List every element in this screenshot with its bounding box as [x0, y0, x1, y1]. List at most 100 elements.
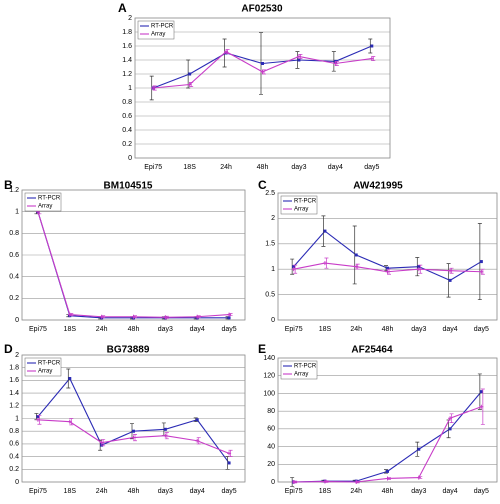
marker [68, 376, 72, 380]
marker [479, 404, 484, 409]
panel-label: D [4, 342, 13, 356]
marker [448, 268, 453, 273]
error-bar [331, 51, 336, 72]
error-bar [66, 368, 71, 389]
y-tick-label: 1 [15, 209, 19, 216]
x-tick-label: day5 [364, 164, 379, 171]
x-tick-label: 24h [350, 326, 362, 333]
marker [385, 269, 390, 274]
marker [354, 264, 359, 269]
x-tick-label: day3 [411, 326, 426, 333]
marker [67, 312, 72, 317]
marker [260, 69, 265, 74]
y-tick-label: 0.5 [265, 291, 275, 298]
marker [131, 314, 136, 319]
x-tick-label: day4 [190, 326, 205, 333]
legend-label: RT-PCR [38, 196, 61, 202]
x-tick-label: day4 [442, 326, 457, 333]
x-tick-label: day5 [474, 326, 489, 333]
y-tick-label: 1.2 [9, 403, 19, 410]
marker [448, 416, 453, 421]
y-tick-label: 1.4 [122, 57, 132, 64]
legend: RT-PCR Array [137, 20, 175, 40]
marker [35, 417, 40, 422]
error-bar [193, 417, 198, 423]
legend-label: RT-PCR [294, 364, 317, 370]
x-tick-label: 18S [319, 326, 332, 333]
marker [386, 266, 389, 270]
marker [291, 267, 296, 272]
legend: RT-PCR Array [24, 357, 62, 377]
y-tick-label: 1.2 [122, 71, 132, 78]
x-tick-label: 48h [382, 326, 394, 333]
error-bar [446, 263, 451, 298]
y-tick-label: 1.2 [9, 187, 19, 194]
x-tick-label: Epi75 [285, 488, 303, 495]
x-tick-label: Epi75 [29, 488, 47, 495]
marker [417, 265, 421, 269]
marker [227, 316, 231, 320]
x-tick-label: 18S [183, 164, 196, 171]
x-tick-label: 48h [382, 488, 394, 495]
marker [354, 480, 359, 484]
x-tick-label: day3 [411, 488, 426, 495]
x-tick-label: Epi75 [144, 164, 162, 171]
y-tick-label: 1 [128, 85, 132, 92]
marker [297, 58, 301, 62]
y-tick-label: 140 [263, 355, 275, 362]
y-tick-label: 120 [263, 373, 275, 380]
y-tick-label: 100 [263, 390, 275, 397]
marker [188, 72, 192, 76]
x-tick-label: day4 [328, 164, 343, 171]
y-tick-label: 0.4 [9, 453, 19, 460]
marker [131, 435, 136, 440]
error-bar [477, 373, 482, 410]
chart-title: BM104515 [104, 181, 153, 192]
legend: RT-PCR Array [280, 195, 318, 215]
panel-label: A [118, 1, 127, 15]
x-tick-label: day4 [190, 488, 205, 495]
x-tick-label: day4 [442, 488, 457, 495]
y-tick-label: 0.8 [122, 99, 132, 106]
y-tick-label: 0.6 [9, 441, 19, 448]
y-tick-label: 1.6 [9, 377, 19, 384]
y-tick-label: 0.6 [9, 252, 19, 259]
marker [322, 479, 327, 484]
marker [416, 267, 421, 272]
y-tick-label: 0.2 [122, 141, 132, 148]
y-tick-label: 0 [15, 479, 19, 486]
y-tick-label: 80 [267, 408, 275, 415]
marker [195, 438, 200, 443]
y-tick-label: 0.2 [9, 295, 19, 302]
x-tick-label: day3 [291, 164, 306, 171]
marker [479, 390, 483, 394]
y-tick-label: 1.8 [9, 365, 19, 372]
legend-label: Array [38, 204, 52, 210]
marker [227, 451, 232, 456]
x-tick-label: day3 [158, 488, 173, 495]
x-tick-label: 24h [96, 488, 108, 495]
error-bar [352, 225, 357, 285]
marker [479, 260, 483, 264]
y-tick-label: 0 [271, 479, 275, 486]
x-tick-label: 24h [220, 164, 232, 171]
chart-title: AF25464 [351, 345, 393, 356]
y-tick-label: 20 [267, 461, 275, 468]
marker [385, 476, 390, 481]
x-tick-label: 48h [128, 326, 140, 333]
chart-title: BG73889 [107, 345, 150, 356]
marker [163, 427, 167, 431]
marker [67, 419, 72, 424]
marker [296, 54, 301, 59]
marker [291, 480, 296, 484]
y-tick-label: 0.6 [122, 113, 132, 120]
marker [163, 433, 168, 438]
y-tick-label: 0 [15, 317, 19, 324]
legend: RT-PCR Array [24, 192, 62, 212]
legend-label: RT-PCR [294, 199, 317, 205]
marker [163, 315, 168, 320]
y-tick-label: 2 [15, 352, 19, 359]
legend-label: Array [294, 207, 308, 213]
marker [386, 469, 389, 473]
